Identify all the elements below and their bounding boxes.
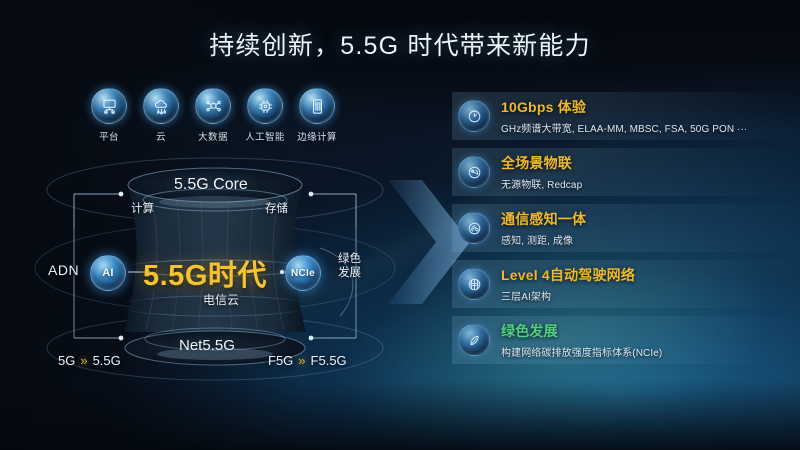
ncie-chip-badge[interactable]: NCIe — [285, 255, 321, 291]
speed-gauge-icon — [458, 100, 490, 132]
platform-monitor-icon — [91, 88, 127, 124]
cloud-icon — [143, 88, 179, 124]
list-item-title: 全场景物联 — [501, 155, 572, 171]
capability-icon-row: 平台 云 大数据 人工智能 边缘计算 — [88, 88, 338, 143]
list-item-text: 10Gbps 体验 GHz频谱大带宽, ELAA-MM, MBSC, FSA, … — [501, 97, 747, 135]
icon-label: 人工智能 — [245, 132, 285, 143]
sensing-radar-icon — [458, 212, 490, 244]
transition-to: 5.5G — [92, 353, 121, 368]
capability-list: 10Gbps 体验 GHz频谱大带宽, ELAA-MM, MBSC, FSA, … — [452, 92, 800, 372]
big-arrow-icon — [388, 180, 470, 304]
icon-label: 平台 — [99, 132, 119, 143]
net-label: Net5.5G — [179, 337, 235, 354]
list-item-text: 绿色发展 构建网络碳排放强度指标体系(NCIe) — [501, 321, 662, 359]
transition-from: 5G — [58, 353, 76, 368]
list-item[interactable]: Level 4自动驾驶网络 三层AI架构 — [452, 260, 800, 308]
autonomous-brain-icon — [458, 268, 490, 300]
ai-chip-icon — [247, 88, 283, 124]
page-title: 持续创新，5.5G 时代带来新能力 — [209, 32, 591, 60]
icon-label: 云 — [156, 132, 166, 143]
core-label: 5.5G Core — [174, 176, 248, 193]
list-item-title: Level 4自动驾驶网络 — [501, 267, 636, 283]
list-item-text: 全场景物联 无源物联, Redcap — [501, 153, 582, 191]
icon-cell-cloud[interactable]: 云 — [140, 88, 182, 143]
list-item[interactable]: 10Gbps 体验 GHz频谱大带宽, ELAA-MM, MBSC, FSA, … — [452, 92, 800, 140]
list-item-title: 通信感知一体 — [501, 211, 587, 227]
icon-cell-bigdata[interactable]: 大数据 — [192, 88, 234, 143]
transition-f5g: F5G » F5.5G — [268, 353, 347, 368]
storage-label: 存储 — [265, 203, 288, 215]
leaf-icon — [458, 324, 490, 356]
icon-cell-edge[interactable]: 边缘计算 — [296, 88, 338, 143]
list-item[interactable]: 绿色发展 构建网络碳排放强度指标体系(NCIe) — [452, 316, 800, 364]
icon-label: 大数据 — [198, 132, 228, 143]
transition-to: F5.5G — [310, 353, 347, 368]
green-development-label: 绿色 发展 — [338, 253, 361, 279]
chevron-right-icon: » — [80, 353, 88, 368]
list-item[interactable]: 通信感知一体 感知, 测距, 成像 — [452, 204, 800, 252]
list-item-text: 通信感知一体 感知, 测距, 成像 — [501, 209, 586, 247]
background-bottom-fade — [0, 380, 800, 450]
list-item[interactable]: 全场景物联 无源物联, Redcap — [452, 148, 800, 196]
list-item-subtitle: GHz频谱大带宽, ELAA-MM, MBSC, FSA, 50G PON ··… — [501, 124, 748, 135]
transition-from: F5G — [268, 353, 294, 368]
list-item-title: 绿色发展 — [501, 323, 558, 339]
list-item-text: Level 4自动驾驶网络 三层AI架构 — [501, 265, 635, 303]
chevron-right-icon: » — [298, 353, 306, 368]
icon-cell-ai[interactable]: 人工智能 — [244, 88, 286, 143]
telecom-cloud-label: 电信云 — [203, 293, 240, 307]
edge-computing-icon — [299, 88, 335, 124]
icon-cell-platform[interactable]: 平台 — [88, 88, 130, 143]
list-item-subtitle: 构建网络碳排放强度指标体系(NCIe) — [501, 348, 663, 359]
list-item-subtitle: 感知, 测距, 成像 — [501, 236, 574, 247]
transition-5g: 5G » 5.5G — [58, 353, 121, 368]
big-data-icon — [195, 88, 231, 124]
era-headline: 5.5G时代 — [143, 260, 267, 292]
ai-chip-badge[interactable]: AI — [90, 255, 126, 291]
list-item-subtitle: 无源物联, Redcap — [501, 180, 583, 191]
compute-label: 计算 — [131, 203, 154, 215]
list-item-subtitle: 三层AI架构 — [501, 292, 552, 303]
adn-label: ADN — [48, 262, 80, 278]
iot-network-icon — [458, 156, 490, 188]
list-item-title: 10Gbps 体验 — [501, 99, 587, 115]
icon-label: 边缘计算 — [297, 132, 337, 143]
